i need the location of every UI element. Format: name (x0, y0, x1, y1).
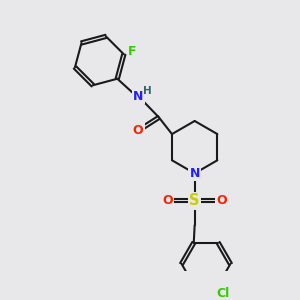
Text: F: F (128, 46, 136, 59)
Text: O: O (133, 124, 143, 137)
Text: S: S (189, 193, 200, 208)
Text: Cl: Cl (217, 287, 230, 300)
Text: N: N (133, 90, 143, 103)
Text: N: N (190, 167, 200, 180)
Text: O: O (163, 194, 173, 207)
Text: H: H (143, 86, 152, 96)
Text: O: O (216, 194, 227, 207)
